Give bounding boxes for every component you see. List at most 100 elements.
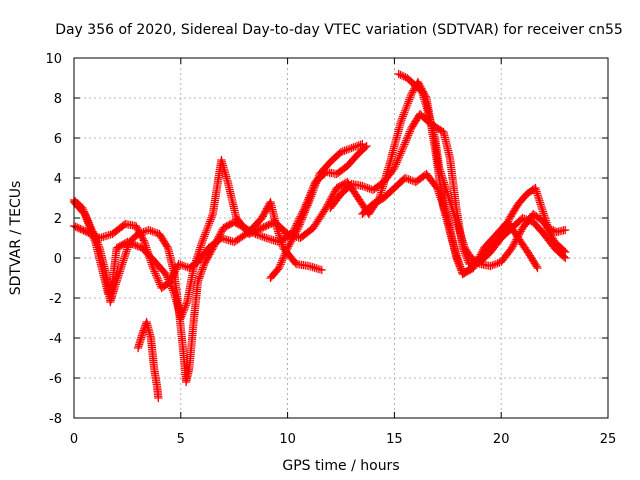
data-point bbox=[201, 256, 211, 265]
y-tick-label: 10 bbox=[45, 52, 62, 67]
data-point bbox=[132, 223, 141, 232]
data-point bbox=[79, 226, 88, 235]
data-point bbox=[370, 199, 379, 208]
data-point bbox=[474, 258, 483, 268]
data-point bbox=[200, 259, 209, 269]
grid bbox=[74, 58, 608, 418]
data-point bbox=[258, 212, 267, 221]
data-point bbox=[202, 255, 211, 264]
data-point bbox=[225, 220, 234, 229]
x-tick-label: 10 bbox=[279, 432, 296, 447]
data-point bbox=[223, 221, 233, 230]
y-tick-label: 4 bbox=[54, 172, 62, 187]
data-point bbox=[261, 207, 270, 216]
data-point bbox=[115, 242, 124, 251]
data-point bbox=[118, 240, 127, 249]
data-point bbox=[240, 223, 249, 233]
data-point bbox=[231, 218, 240, 227]
data-point bbox=[334, 183, 343, 192]
data-markers bbox=[69, 69, 570, 403]
data-point bbox=[394, 69, 403, 79]
data-point bbox=[112, 243, 121, 253]
data-point bbox=[368, 199, 378, 209]
data-point bbox=[219, 223, 228, 233]
data-point bbox=[131, 221, 141, 231]
data-point bbox=[201, 258, 210, 267]
data-point bbox=[376, 195, 385, 204]
data-point bbox=[264, 220, 273, 230]
data-point bbox=[259, 210, 268, 219]
y-tick-label: 2 bbox=[54, 212, 62, 227]
data-point bbox=[399, 72, 408, 81]
data-point bbox=[561, 225, 570, 235]
data-point bbox=[259, 223, 268, 232]
data-point bbox=[337, 181, 346, 190]
y-tick-label: 6 bbox=[54, 132, 62, 147]
data-point bbox=[129, 240, 139, 249]
data-point bbox=[205, 250, 214, 259]
data-point bbox=[262, 204, 272, 213]
y-tick-labels: -8 -6 -4 -2 0 2 4 6 8 10 bbox=[45, 52, 62, 427]
data-point bbox=[154, 393, 163, 403]
chart-title: Day 356 of 2020, Sidereal Day-to-day VTE… bbox=[55, 22, 623, 38]
data-point bbox=[230, 217, 239, 227]
data-point bbox=[257, 213, 267, 223]
y-tick-label: 0 bbox=[54, 252, 62, 267]
data-point bbox=[297, 215, 306, 224]
data-point bbox=[114, 243, 123, 252]
data-point bbox=[203, 253, 212, 262]
y-tick-label: -6 bbox=[49, 372, 62, 387]
x-axis-label: GPS time / hours bbox=[282, 458, 399, 474]
data-point bbox=[332, 183, 341, 193]
y-tick-label: 8 bbox=[54, 92, 62, 107]
data-point bbox=[260, 209, 269, 218]
data-point bbox=[397, 71, 407, 80]
data-point bbox=[73, 223, 82, 232]
data-point bbox=[74, 224, 83, 233]
axis-ticks bbox=[73, 57, 609, 419]
data-point bbox=[162, 242, 172, 251]
data-point bbox=[302, 204, 311, 214]
data-point bbox=[263, 202, 273, 211]
data-point bbox=[81, 227, 90, 236]
y-tick-label: -8 bbox=[49, 412, 62, 427]
data-point bbox=[237, 222, 246, 231]
plot-frame bbox=[73, 57, 609, 419]
data-point bbox=[71, 222, 80, 231]
data-point bbox=[134, 242, 144, 251]
data-point bbox=[206, 248, 215, 257]
data-point bbox=[257, 223, 267, 233]
series-track-d bbox=[133, 317, 163, 403]
data-point bbox=[222, 222, 231, 231]
x-tick-labels: 0 5 10 15 20 25 bbox=[70, 432, 616, 447]
data-point bbox=[236, 221, 245, 230]
data-point bbox=[239, 223, 248, 232]
data-point bbox=[243, 225, 253, 234]
data-point bbox=[532, 262, 541, 271]
x-tick-label: 5 bbox=[177, 432, 185, 447]
data-point bbox=[256, 224, 265, 233]
data-point bbox=[246, 227, 256, 236]
data-point bbox=[249, 229, 259, 238]
x-tick-label: 25 bbox=[600, 432, 617, 447]
data-point bbox=[317, 265, 326, 275]
data-point bbox=[561, 247, 570, 257]
data-point bbox=[138, 234, 147, 243]
data-point bbox=[204, 251, 213, 261]
data-point bbox=[293, 225, 302, 234]
data-point bbox=[371, 198, 381, 207]
y-tick-label: -2 bbox=[49, 292, 62, 307]
data-point bbox=[261, 222, 270, 231]
y-axis-label: SDTVAR / TECUs bbox=[8, 181, 24, 296]
data-point bbox=[373, 197, 382, 206]
x-tick-label: 0 bbox=[70, 432, 78, 447]
data-point bbox=[233, 219, 242, 228]
data-point bbox=[559, 246, 569, 255]
x-tick-label: 15 bbox=[386, 432, 403, 447]
data-point bbox=[245, 226, 254, 235]
data-point bbox=[220, 223, 230, 232]
series-track-e bbox=[266, 139, 367, 283]
x-tick-label: 20 bbox=[493, 432, 510, 447]
data-point bbox=[375, 196, 384, 205]
